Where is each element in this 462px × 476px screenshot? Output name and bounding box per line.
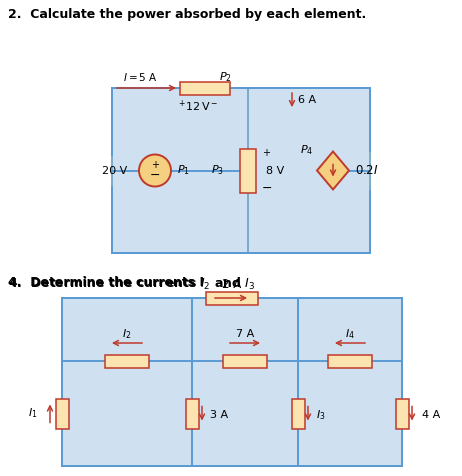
Bar [55, 398, 68, 428]
Text: −: − [150, 169, 160, 182]
Polygon shape [317, 151, 349, 189]
Text: +: + [151, 160, 159, 170]
Bar [223, 355, 267, 367]
Text: $P_3$: $P_3$ [211, 164, 224, 178]
Text: 2.  Calculate the power absorbed by each element.: 2. Calculate the power absorbed by each … [8, 8, 366, 21]
Bar [292, 398, 304, 428]
Text: $I_2$: $I_2$ [122, 327, 132, 341]
Text: 0.2$I$: 0.2$I$ [355, 164, 378, 177]
Text: $I_1$: $I_1$ [29, 407, 38, 420]
Text: 6 A: 6 A [298, 95, 316, 105]
Text: $I_3$: $I_3$ [316, 408, 326, 422]
Text: 3 A: 3 A [210, 410, 228, 420]
Bar [112, 88, 370, 253]
Text: 4.  Determine the currents I: 4. Determine the currents I [8, 276, 204, 289]
Bar [186, 398, 199, 428]
Text: 8 V: 8 V [266, 166, 284, 176]
Text: 4.  Determine the currents $I_2$ and $I_3$: 4. Determine the currents $I_2$ and $I_3… [8, 276, 255, 292]
Text: 4 A: 4 A [422, 410, 440, 420]
Circle shape [139, 155, 171, 187]
Text: 7 A: 7 A [236, 329, 254, 339]
Bar [62, 298, 402, 466]
Text: $P_2$: $P_2$ [219, 70, 232, 84]
Bar [240, 149, 256, 192]
Bar [328, 355, 372, 367]
Text: $P_1$: $P_1$ [177, 164, 190, 178]
Text: +: + [262, 148, 270, 158]
Text: 20 V: 20 V [102, 166, 127, 176]
Text: $^+\!12\,\mathrm{V}^-$: $^+\!12\,\mathrm{V}^-$ [176, 99, 218, 114]
Text: $I_4$: $I_4$ [345, 327, 355, 341]
Text: 2 A: 2 A [222, 278, 242, 291]
Bar [395, 398, 408, 428]
Bar [206, 291, 258, 305]
Bar [180, 81, 230, 95]
Text: −: − [262, 182, 273, 195]
Text: $I=5$ A: $I=5$ A [122, 71, 158, 83]
Text: $P_4$: $P_4$ [300, 144, 313, 158]
Bar [105, 355, 149, 367]
